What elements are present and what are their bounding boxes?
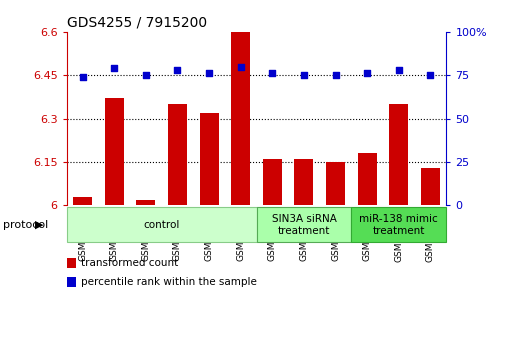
Bar	[136, 200, 155, 205]
Bar	[358, 153, 377, 205]
Bar	[263, 159, 282, 205]
Bar	[200, 113, 219, 205]
Text: protocol: protocol	[3, 220, 48, 230]
Bar	[105, 98, 124, 205]
Bar	[389, 104, 408, 205]
Point	[363, 71, 371, 76]
Point	[78, 74, 87, 80]
Bar	[73, 196, 92, 205]
Point	[300, 73, 308, 78]
Bar	[168, 104, 187, 205]
Point	[110, 65, 118, 71]
Point	[394, 67, 403, 73]
Point	[268, 71, 277, 76]
Bar	[326, 162, 345, 205]
Text: SIN3A siRNA
treatment: SIN3A siRNA treatment	[271, 214, 337, 236]
Point	[205, 71, 213, 76]
Text: percentile rank within the sample: percentile rank within the sample	[81, 277, 257, 287]
Point	[236, 64, 245, 69]
Text: miR-138 mimic
treatment: miR-138 mimic treatment	[360, 214, 438, 236]
Point	[426, 73, 435, 78]
Point	[331, 73, 340, 78]
Bar	[231, 32, 250, 205]
Text: ▶: ▶	[35, 220, 44, 230]
Text: GDS4255 / 7915200: GDS4255 / 7915200	[67, 15, 207, 29]
Bar	[421, 168, 440, 205]
Text: transformed count: transformed count	[81, 258, 179, 268]
Text: control: control	[144, 220, 180, 230]
Point	[142, 73, 150, 78]
Point	[173, 67, 182, 73]
Bar	[294, 159, 313, 205]
